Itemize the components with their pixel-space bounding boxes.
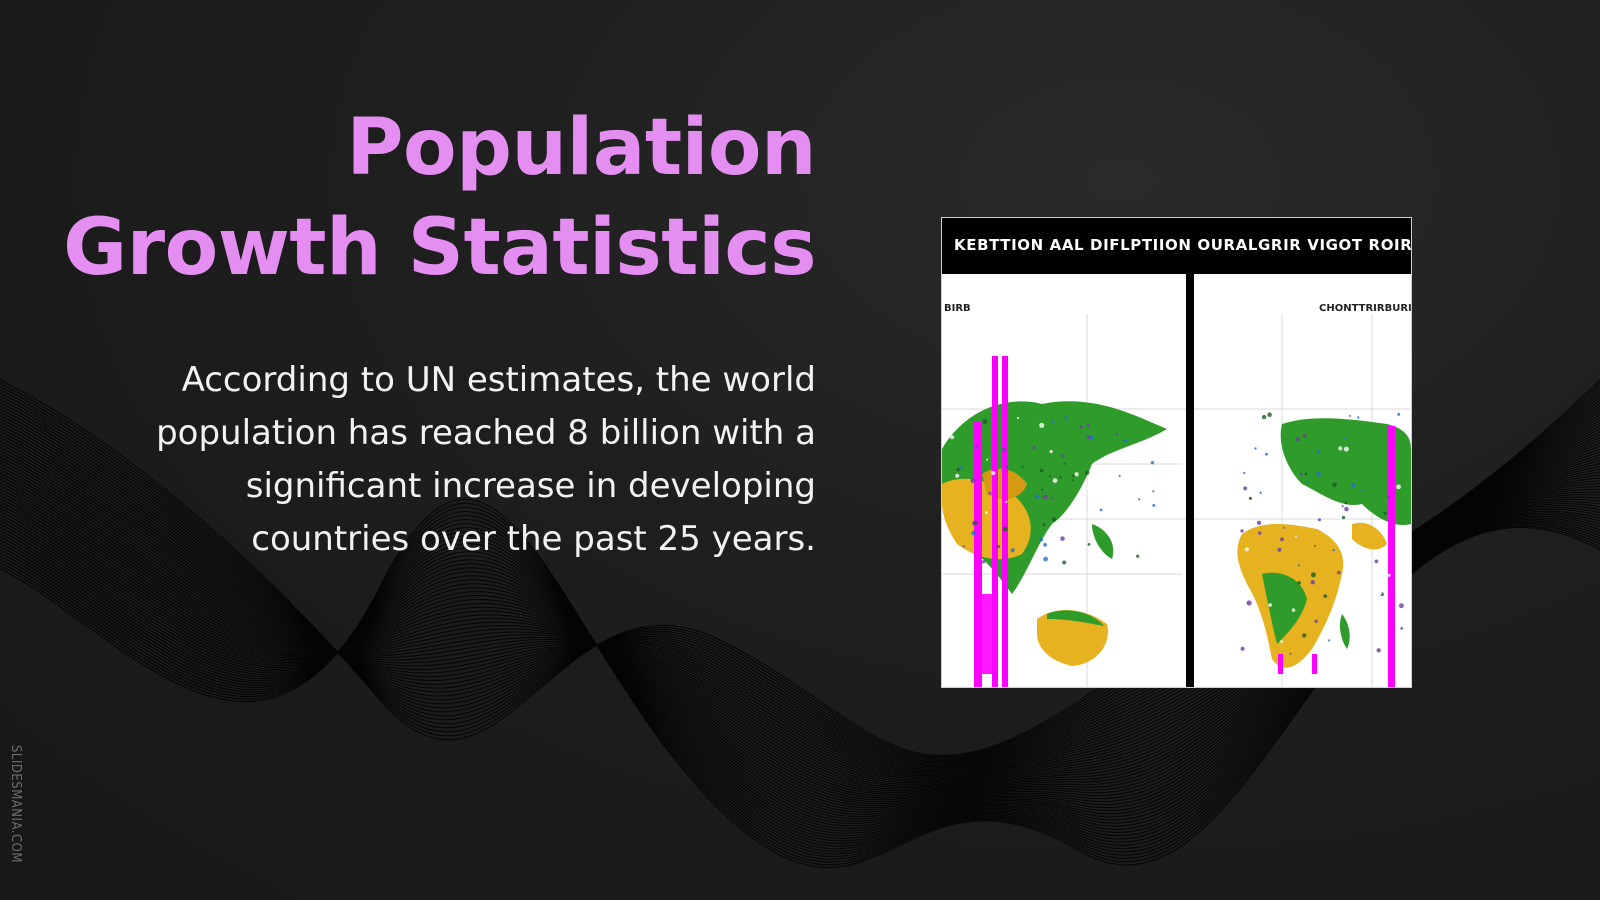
figure-left-label: BIRB <box>944 303 971 314</box>
figure-header-bar: KEBTTION AAL DIFLPTIION OURALGRIR VIGOT … <box>942 218 1411 274</box>
title-line-2: Growth Statistics <box>63 203 816 293</box>
title-line-1: Population <box>346 103 816 193</box>
watermark-text: SLIDESMANIA.COM <box>8 745 23 863</box>
figure-right-label: CHONTTRIRBURI <box>1319 303 1412 314</box>
world-map-image <box>942 274 1411 687</box>
body-line-3: significant increase in developing <box>245 466 816 506</box>
slide-body-text: According to UN estimates, the world pop… <box>96 354 816 566</box>
world-map-figure: KEBTTION AAL DIFLPTIION OURALGRIR VIGOT … <box>941 217 1412 688</box>
slide-title: Population Growth Statistics <box>63 98 816 298</box>
body-line-2: population has reached 8 billion with a <box>156 413 816 453</box>
body-line-4: countries over the past 25 years. <box>251 519 816 559</box>
body-line-1: According to UN estimates, the world <box>181 360 816 400</box>
figure-header-text: KEBTTION AAL DIFLPTIION OURALGRIR VIGOT … <box>954 236 1412 254</box>
